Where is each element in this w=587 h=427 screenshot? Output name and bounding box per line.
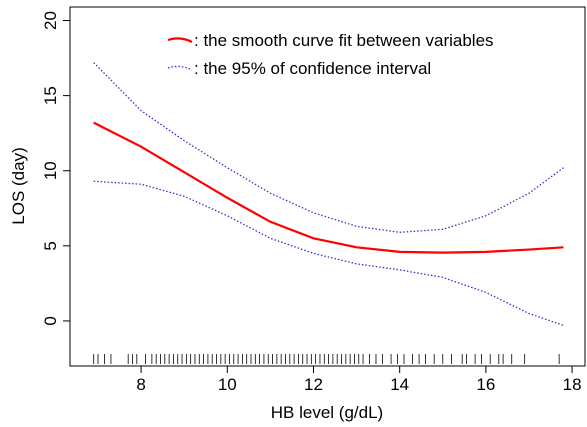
y-tick-label: 5 <box>41 241 60 250</box>
y-axis-label: LOS (day) <box>9 147 28 224</box>
x-tick-label: 10 <box>218 375 237 394</box>
x-tick-label: 12 <box>304 375 323 394</box>
ci-line <box>93 180 564 327</box>
x-tick-label: 16 <box>476 375 495 394</box>
ci-line <box>93 62 564 233</box>
x-tick-label: 8 <box>136 375 145 394</box>
x-tick-label: 18 <box>563 375 582 394</box>
y-tick-label: 20 <box>41 11 60 30</box>
y-tick-label: 10 <box>41 161 60 180</box>
legend-label: : the smooth curve fit between variables <box>194 31 494 50</box>
legend-label: : the 95% of confidence interval <box>194 59 431 78</box>
legend-swatch <box>167 37 193 43</box>
fit-line <box>93 121 564 254</box>
legend-swatch <box>167 65 193 71</box>
y-tick-label: 15 <box>41 86 60 105</box>
y-tick-label: 0 <box>41 316 60 325</box>
plot-frame <box>69 6 586 367</box>
x-axis-label: HB level (g/dL) <box>271 403 383 422</box>
x-tick-label: 14 <box>390 375 409 394</box>
